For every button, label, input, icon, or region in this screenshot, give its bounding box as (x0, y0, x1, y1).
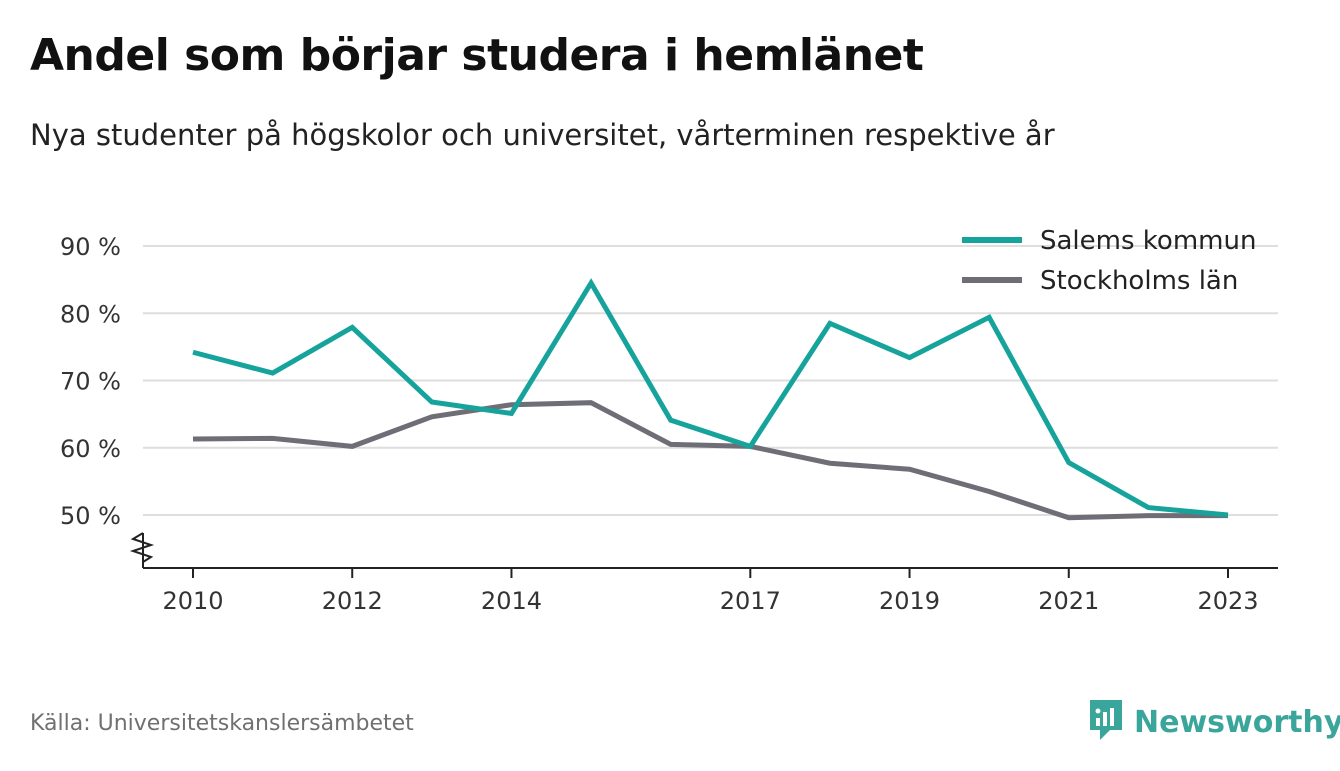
y-axis-tick-labels: 90 % 80 % 70 % 60 % 50 % (60, 233, 121, 530)
brand-logo: Newsworthy (1088, 698, 1340, 746)
newsworthy-logo-icon (1088, 698, 1124, 746)
legend: Salems kommun Stockholms län (962, 226, 1256, 296)
series-lines (192, 278, 1229, 521)
y-tick-label: 90 % (60, 233, 121, 261)
x-axis-tick-labels: 2010 2012 2014 2017 2019 2021 2023 (162, 568, 1259, 615)
x-tick-label: 2021 (1038, 587, 1099, 615)
legend-label: Salems kommun (1040, 226, 1256, 256)
x-tick-label: 2014 (481, 587, 542, 615)
brand-name: Newsworthy (1134, 704, 1340, 740)
chart-title: Andel som börjar studera i hemlänet (30, 30, 924, 81)
y-tick-label: 60 % (60, 435, 121, 463)
x-tick-label: 2012 (322, 587, 383, 615)
x-tick-label: 2019 (879, 587, 940, 615)
x-tick-label: 2023 (1197, 587, 1258, 615)
x-tick-label: 2017 (720, 587, 781, 615)
axes (129, 532, 1278, 569)
chart-subtitle: Nya studenter på högskolor och universit… (30, 118, 1055, 152)
series-line (192, 278, 1229, 518)
axis-break-icon (129, 532, 155, 563)
line-chart: 90 %80 %70 %60 %50 % 2010 2012 2014 2017 201… (60, 226, 1278, 615)
legend-label: Stockholms län (1040, 266, 1238, 296)
y-tick-label: 50 % (60, 502, 121, 530)
source-note: Källa: Universitetskanslersämbetet (30, 711, 414, 736)
y-tick-label: 80 % (60, 300, 121, 328)
y-tick-label: 70 % (60, 368, 121, 396)
x-tick-label: 2010 (162, 587, 223, 615)
series-line (192, 400, 1228, 521)
